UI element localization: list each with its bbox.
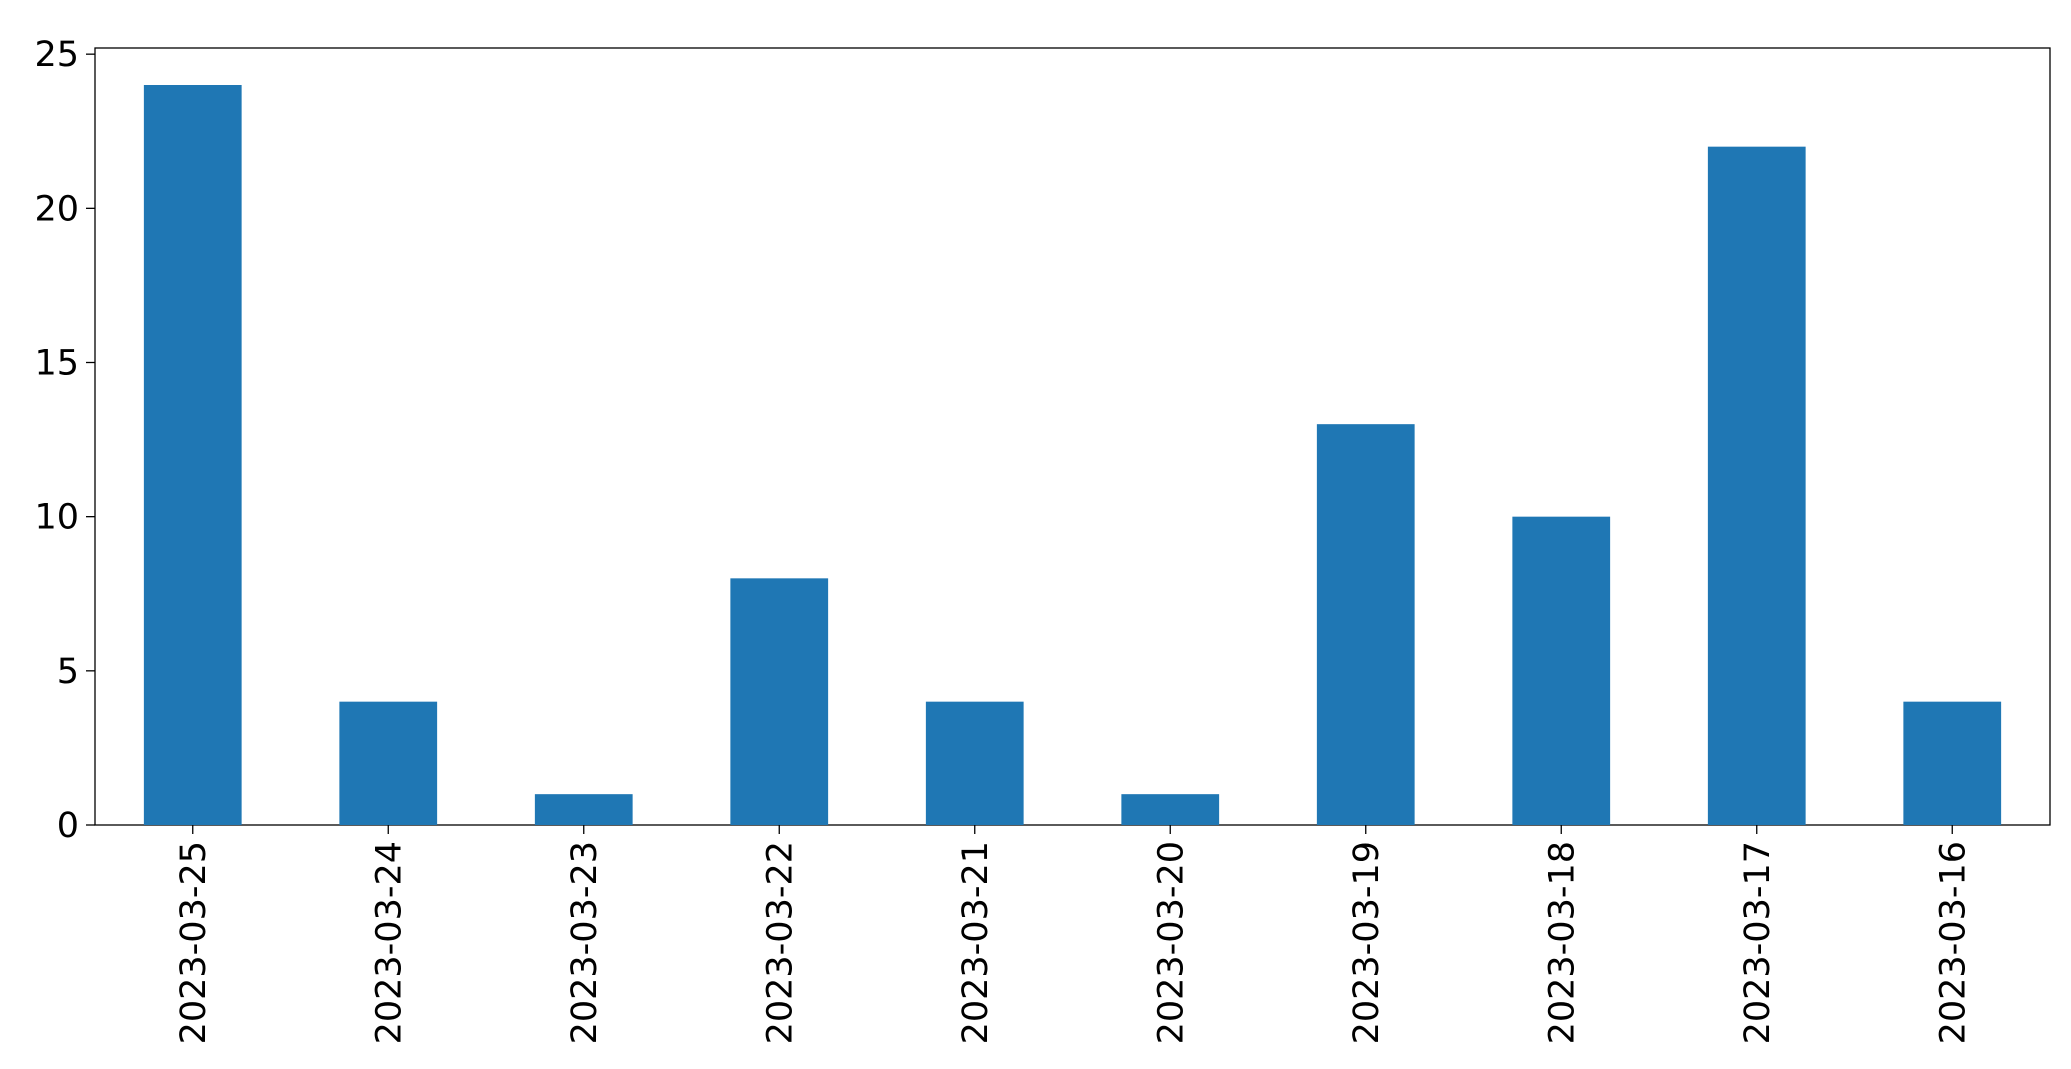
y-tick-label: 0 [57, 806, 79, 846]
y-tick-label: 5 [57, 652, 79, 692]
x-tick-label: 2023-03-24 [369, 841, 409, 1044]
bar [143, 85, 242, 825]
bar [339, 701, 438, 825]
x-tick-label: 2023-03-23 [565, 841, 605, 1044]
y-tick-label: 10 [34, 498, 79, 538]
bar [925, 701, 1024, 825]
bar [1316, 424, 1415, 825]
bar [1512, 516, 1611, 825]
x-tick-label: 2023-03-21 [956, 841, 996, 1044]
bar [534, 794, 633, 825]
x-tick-label: 2023-03-16 [1933, 841, 1973, 1044]
x-tick-label: 2023-03-18 [1542, 841, 1582, 1044]
y-tick-label: 25 [34, 35, 79, 75]
x-tick-label: 2023-03-25 [174, 841, 214, 1044]
bar [1707, 146, 1806, 825]
bar [1121, 794, 1220, 825]
x-tick-label: 2023-03-22 [760, 841, 800, 1044]
x-tick-label: 2023-03-17 [1738, 841, 1778, 1044]
bar [1903, 701, 2002, 825]
x-tick-label: 2023-03-20 [1151, 841, 1191, 1044]
x-tick-label: 2023-03-19 [1347, 841, 1387, 1044]
plot-frame [94, 47, 2051, 826]
y-tick-label: 15 [34, 344, 79, 384]
y-tick-label: 20 [34, 189, 79, 229]
bar [730, 578, 829, 825]
